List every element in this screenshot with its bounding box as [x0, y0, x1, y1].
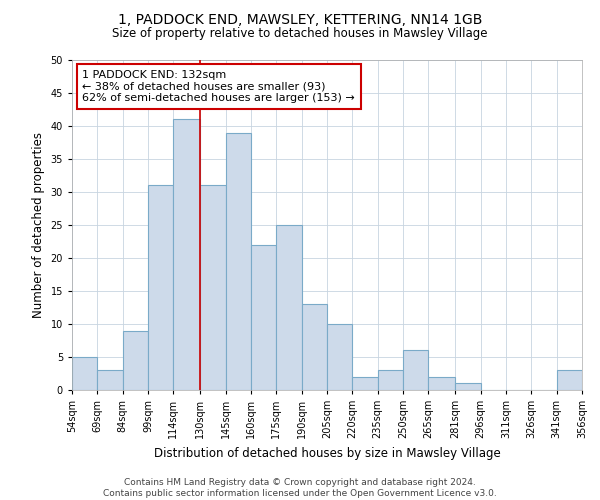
Bar: [455, 384, 481, 390]
Bar: [403, 350, 428, 390]
Bar: [277, 225, 302, 390]
Text: Size of property relative to detached houses in Mawsley Village: Size of property relative to detached ho…: [112, 28, 488, 40]
Bar: [251, 245, 277, 390]
Text: 1 PADDOCK END: 132sqm
← 38% of detached houses are smaller (93)
62% of semi-deta: 1 PADDOCK END: 132sqm ← 38% of detached …: [82, 70, 355, 103]
Y-axis label: Number of detached properties: Number of detached properties: [32, 132, 45, 318]
Bar: [148, 186, 173, 390]
Bar: [377, 370, 403, 390]
Bar: [327, 324, 352, 390]
X-axis label: Distribution of detached houses by size in Mawsley Village: Distribution of detached houses by size …: [154, 446, 500, 460]
Bar: [97, 370, 122, 390]
Bar: [72, 357, 97, 390]
Bar: [302, 304, 327, 390]
Bar: [428, 377, 455, 390]
Bar: [352, 377, 377, 390]
Bar: [200, 186, 226, 390]
Text: 1, PADDOCK END, MAWSLEY, KETTERING, NN14 1GB: 1, PADDOCK END, MAWSLEY, KETTERING, NN14…: [118, 12, 482, 26]
Bar: [122, 330, 148, 390]
Bar: [557, 370, 582, 390]
Bar: [173, 120, 200, 390]
Text: Contains HM Land Registry data © Crown copyright and database right 2024.
Contai: Contains HM Land Registry data © Crown c…: [103, 478, 497, 498]
Bar: [226, 132, 251, 390]
